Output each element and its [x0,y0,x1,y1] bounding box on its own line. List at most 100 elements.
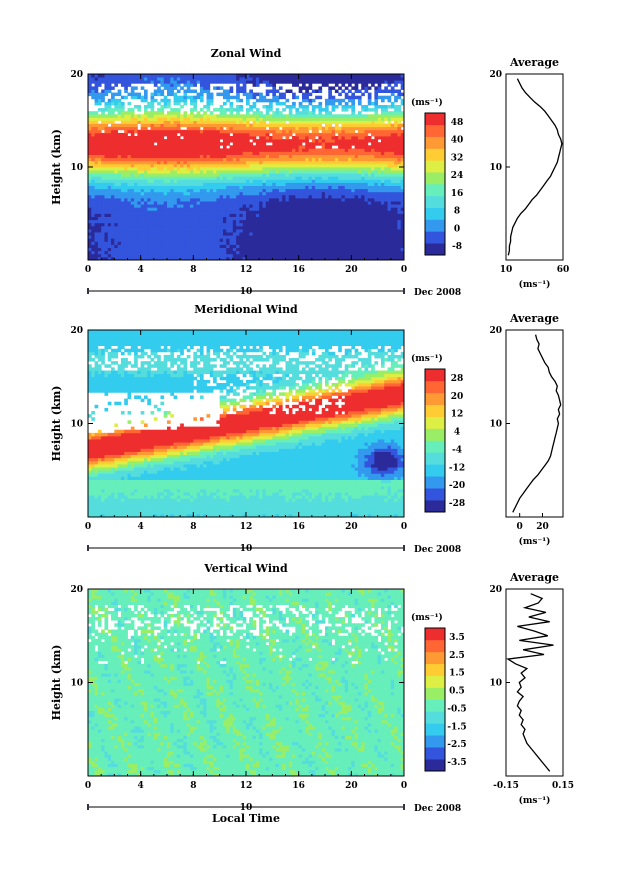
heatmap-cell [344,179,349,183]
heatmap-cell [380,179,385,183]
heatmap-cell [255,114,260,118]
heatmap-cell [88,225,92,230]
heatmap-cell [140,194,145,199]
heatmap-cell [255,108,260,112]
heatmap-cell [97,114,102,118]
heatmap-cell [275,154,280,159]
heatmap-cell [275,229,280,233]
heatmap-cell [107,126,112,131]
heatmap-cell [341,232,346,236]
heatmap-cell [298,145,303,149]
heatmap-cell [199,170,204,174]
heatmap-cell [361,222,365,227]
heatmap-cell [153,235,158,239]
heatmap-cell [157,160,161,165]
heatmap-cell [334,142,339,146]
heatmap-cell [111,204,115,208]
heatmap-cell [249,126,253,131]
heatmap-cell [114,80,119,84]
heatmap-cell [206,188,211,193]
heatmap-cell [308,132,313,137]
heatmap-cell [288,250,293,255]
heatmap-cell [367,182,372,186]
heatmap-cell [137,136,142,140]
heatmap-cell [259,247,263,252]
heatmap-cell [130,201,135,205]
heatmap-cell [328,244,332,248]
heatmap-cell [124,182,128,186]
heatmap-cell [334,105,339,109]
heatmap-cell [173,139,178,143]
heatmap-cell [101,250,105,255]
heatmap-cell [190,250,194,255]
heatmap-cell [348,154,352,159]
heatmap-cell [298,204,303,208]
heatmap-cell [140,176,145,180]
heatmap-cell [97,101,102,106]
heatmap-cell [292,129,296,134]
heatmap-cell [380,250,385,255]
heatmap-cell [137,256,142,261]
heatmap-cell [163,204,168,208]
heatmap-cell [380,120,385,124]
heatmap-cell [275,136,280,140]
heatmap-cell [127,160,132,165]
heatmap-cell [265,229,270,233]
heatmap-cell [107,117,112,121]
heatmap-cell [140,225,145,230]
heatmap-cell [272,173,277,177]
heatmap-cell [190,126,194,131]
heatmap-cell [301,222,306,227]
heatmap-cell [137,185,142,190]
heatmap-cell [282,157,286,162]
heatmap-cell [107,86,112,90]
heatmap-cell [305,216,309,221]
heatmap-cell [278,167,283,171]
heatmap-cell [301,74,306,78]
heatmap-cell [157,170,161,174]
heatmap-cell [374,157,379,162]
heatmap-cell [127,201,132,205]
heatmap-cell [222,139,227,143]
heatmap-cell [255,244,260,248]
heatmap-cell [380,173,385,177]
heatmap-cell [301,167,306,171]
heatmap-cell [94,111,99,115]
heatmap-cell [216,148,221,152]
heatmap-cell [176,126,181,131]
heatmap-cell [308,145,313,149]
heatmap-cell [120,132,125,137]
heatmap-cell [203,160,207,165]
heatmap-cell [239,198,244,202]
heatmap-cell [249,108,253,112]
heatmap-cell [242,247,247,252]
heatmap-cell [278,182,283,186]
heatmap-cell [344,188,349,193]
heatmap-cell [130,207,135,211]
heatmap-cell [341,253,346,258]
heatmap-cell [153,74,158,78]
heatmap-cell [147,117,151,121]
heatmap-cell [328,191,332,196]
heatmap-cell [371,219,375,224]
heatmap-cell [272,114,277,118]
heatmap-cell [150,157,155,162]
heatmap-cell [209,74,214,78]
heatmap-cell [272,216,277,221]
heatmap-cell [341,241,346,245]
heatmap-cell [124,89,128,93]
heatmap-cell [318,253,323,258]
heatmap-cell [318,160,323,165]
heatmap-cell [226,136,230,140]
heatmap-cell [341,256,346,261]
heatmap-cell [311,235,316,239]
heatmap-cell [236,142,240,146]
heatmap-cell [91,229,95,233]
heatmap-cell [308,92,313,97]
heatmap-cell [344,105,349,109]
heatmap-cell [298,151,303,155]
heatmap-cell [196,179,201,183]
heatmap-cell [173,160,178,165]
heatmap-cell [348,120,352,124]
heatmap-cell [196,238,201,242]
